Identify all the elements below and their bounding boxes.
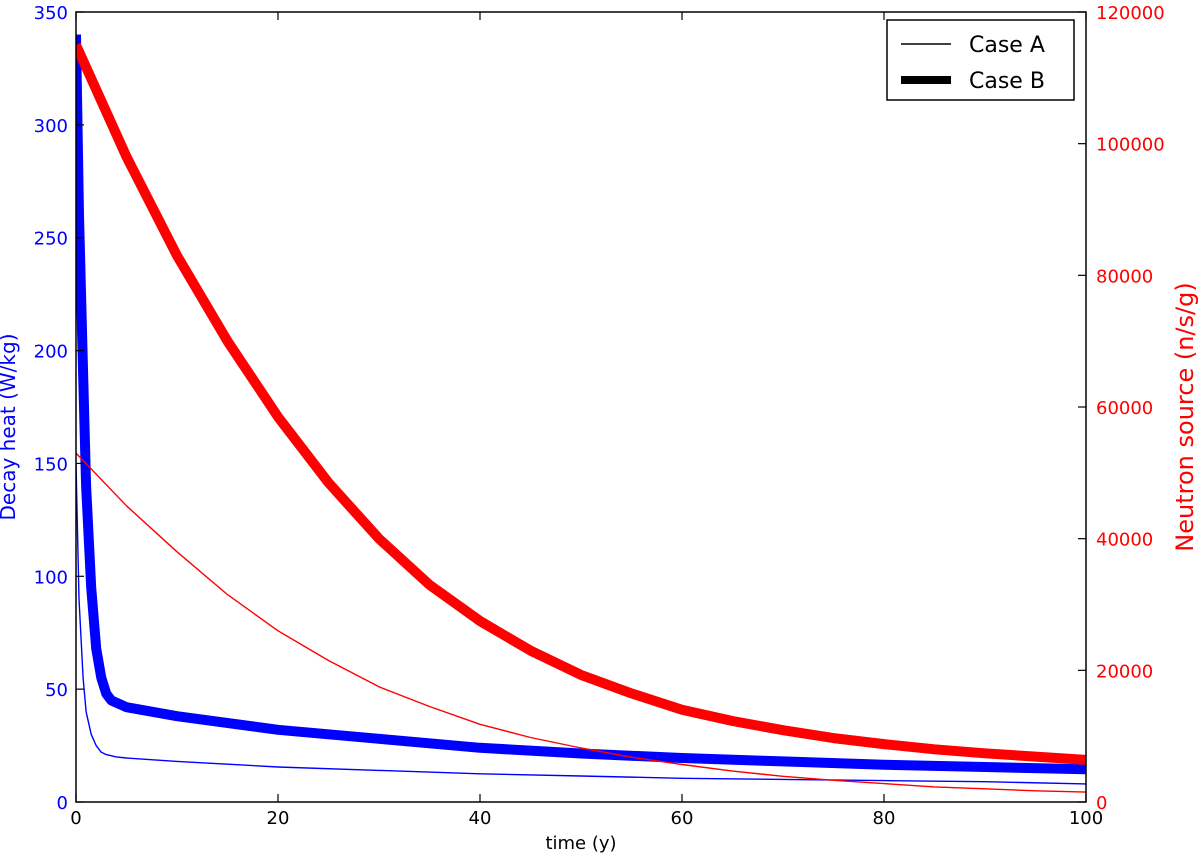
right-y-tick-label: 40000 — [1096, 530, 1153, 551]
left-y-tick-label: 200 — [34, 342, 68, 363]
left-y-tick-label: 300 — [34, 116, 68, 137]
left-axis-label: Decay heat (W/kg) — [0, 334, 20, 521]
x-tick-label: 100 — [1069, 808, 1103, 829]
plot-frame — [75, 11, 1087, 803]
x-tick-label: 0 — [70, 808, 81, 829]
left-y-tick-label: 50 — [45, 680, 68, 701]
legend: Case A Case B — [886, 19, 1075, 101]
decay-heat-case-b-line — [76, 34, 1086, 775]
right-y-tick-label: 20000 — [1096, 661, 1153, 682]
left-y-tick-label: 350 — [34, 3, 68, 24]
x-axis: 0 20 40 60 80 100 — [70, 12, 1103, 829]
right-y-tick-label: 0 — [1096, 793, 1107, 814]
legend-label: Case A — [969, 33, 1045, 58]
x-tick-label: 40 — [469, 808, 492, 829]
legend-label: Case B — [969, 69, 1045, 94]
right-y-axis: 0 20000 40000 60000 80000 100000 120000 — [1078, 3, 1165, 814]
left-y-axis: 0 50 100 150 200 250 300 350 — [34, 3, 84, 814]
right-y-tick-label: 80000 — [1096, 266, 1153, 287]
right-y-tick-label: 100000 — [1096, 135, 1165, 156]
left-y-tick-label: 100 — [34, 567, 68, 588]
left-y-tick-label: 0 — [57, 793, 68, 814]
legend-box — [886, 19, 1075, 101]
right-y-tick-label: 120000 — [1096, 3, 1165, 24]
x-tick-label: 60 — [671, 808, 694, 829]
right-y-tick-label: 60000 — [1096, 398, 1153, 419]
neutron-source-case-a-line — [76, 452, 1086, 793]
decay-heat-case-a-line — [76, 463, 1086, 785]
neutron-source-case-b-line — [76, 42, 1086, 765]
series-lines — [76, 34, 1086, 793]
x-axis-label: time (y) — [545, 833, 616, 854]
left-y-tick-label: 250 — [34, 229, 68, 250]
right-axis-label: Neutron source (n/s/g) — [1171, 282, 1199, 551]
x-tick-label: 20 — [267, 808, 290, 829]
left-y-tick-label: 150 — [34, 454, 68, 475]
x-tick-label: 80 — [873, 808, 896, 829]
